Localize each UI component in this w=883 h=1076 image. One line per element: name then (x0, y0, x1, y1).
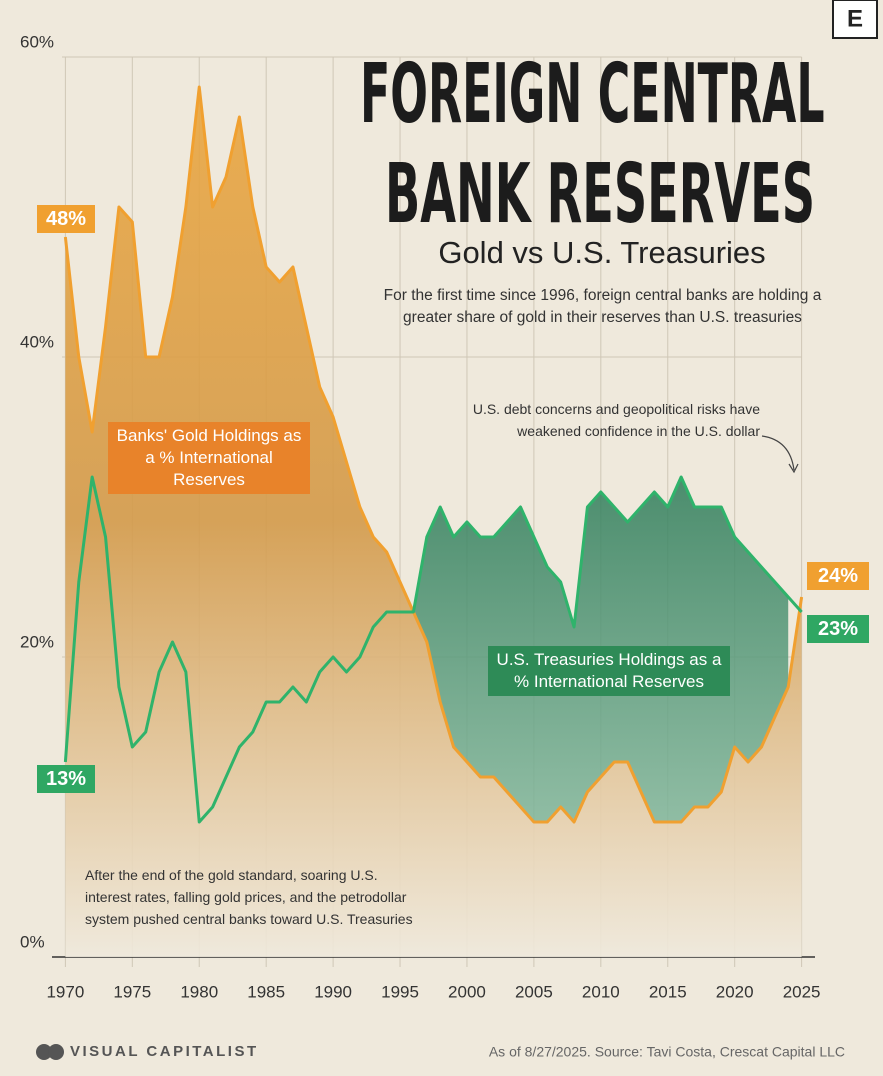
arrow-head (788, 463, 799, 474)
start-label: 13% (37, 765, 95, 793)
chart-subtitle: Gold vs U.S. Treasuries (438, 235, 765, 270)
start-label: 48% (37, 205, 95, 233)
annotation: U.S. debt concerns and geopolitical risk… (472, 401, 760, 439)
x-tick-label: 2005 (515, 982, 553, 1001)
brand-icon (36, 1044, 64, 1060)
arrow (761, 435, 795, 471)
x-tick-label: 2025 (783, 982, 821, 1001)
x-tick-label: 1995 (381, 982, 419, 1001)
x-tick-label: 2000 (448, 982, 486, 1001)
line (63, 85, 804, 824)
area (65, 87, 802, 957)
x-tick-label: 2010 (582, 982, 620, 1001)
logo-box (832, 0, 878, 39)
series-label: U.S. Treasuries Holdings as a % Internat… (488, 646, 730, 696)
description: For the first time since 1996, foreign c… (383, 287, 822, 326)
end-label: 23% (807, 615, 869, 643)
line (63, 475, 803, 824)
x-tick-label: 2020 (716, 982, 754, 1001)
end-label: 24% (807, 562, 869, 590)
logo: E (847, 5, 863, 32)
y-tick-label: 0% (20, 932, 45, 951)
x-tick-label: 1970 (46, 982, 84, 1001)
series-label: Banks' Gold Holdings as a % Internationa… (108, 422, 310, 494)
x-tick-label: 1985 (247, 982, 285, 1001)
x-tick-label: 1980 (180, 982, 218, 1001)
annotation: After the end of the gold standard, soar… (85, 867, 413, 927)
source: As of 8/27/2025. Source: Tavi Costa, Cre… (489, 1044, 845, 1060)
y-tick-label: 20% (20, 632, 54, 651)
chart-title: FOREIGN CENTRAL BANK RESERVES (360, 47, 840, 242)
y-tick-label: 60% (20, 32, 54, 51)
brand: VISUAL CAPITALIST (70, 1043, 259, 1060)
x-tick-label: 1990 (314, 982, 352, 1001)
y-tick-label: 40% (20, 332, 54, 351)
x-tick-label: 2015 (649, 982, 687, 1001)
x-tick-label: 1975 (113, 982, 151, 1001)
